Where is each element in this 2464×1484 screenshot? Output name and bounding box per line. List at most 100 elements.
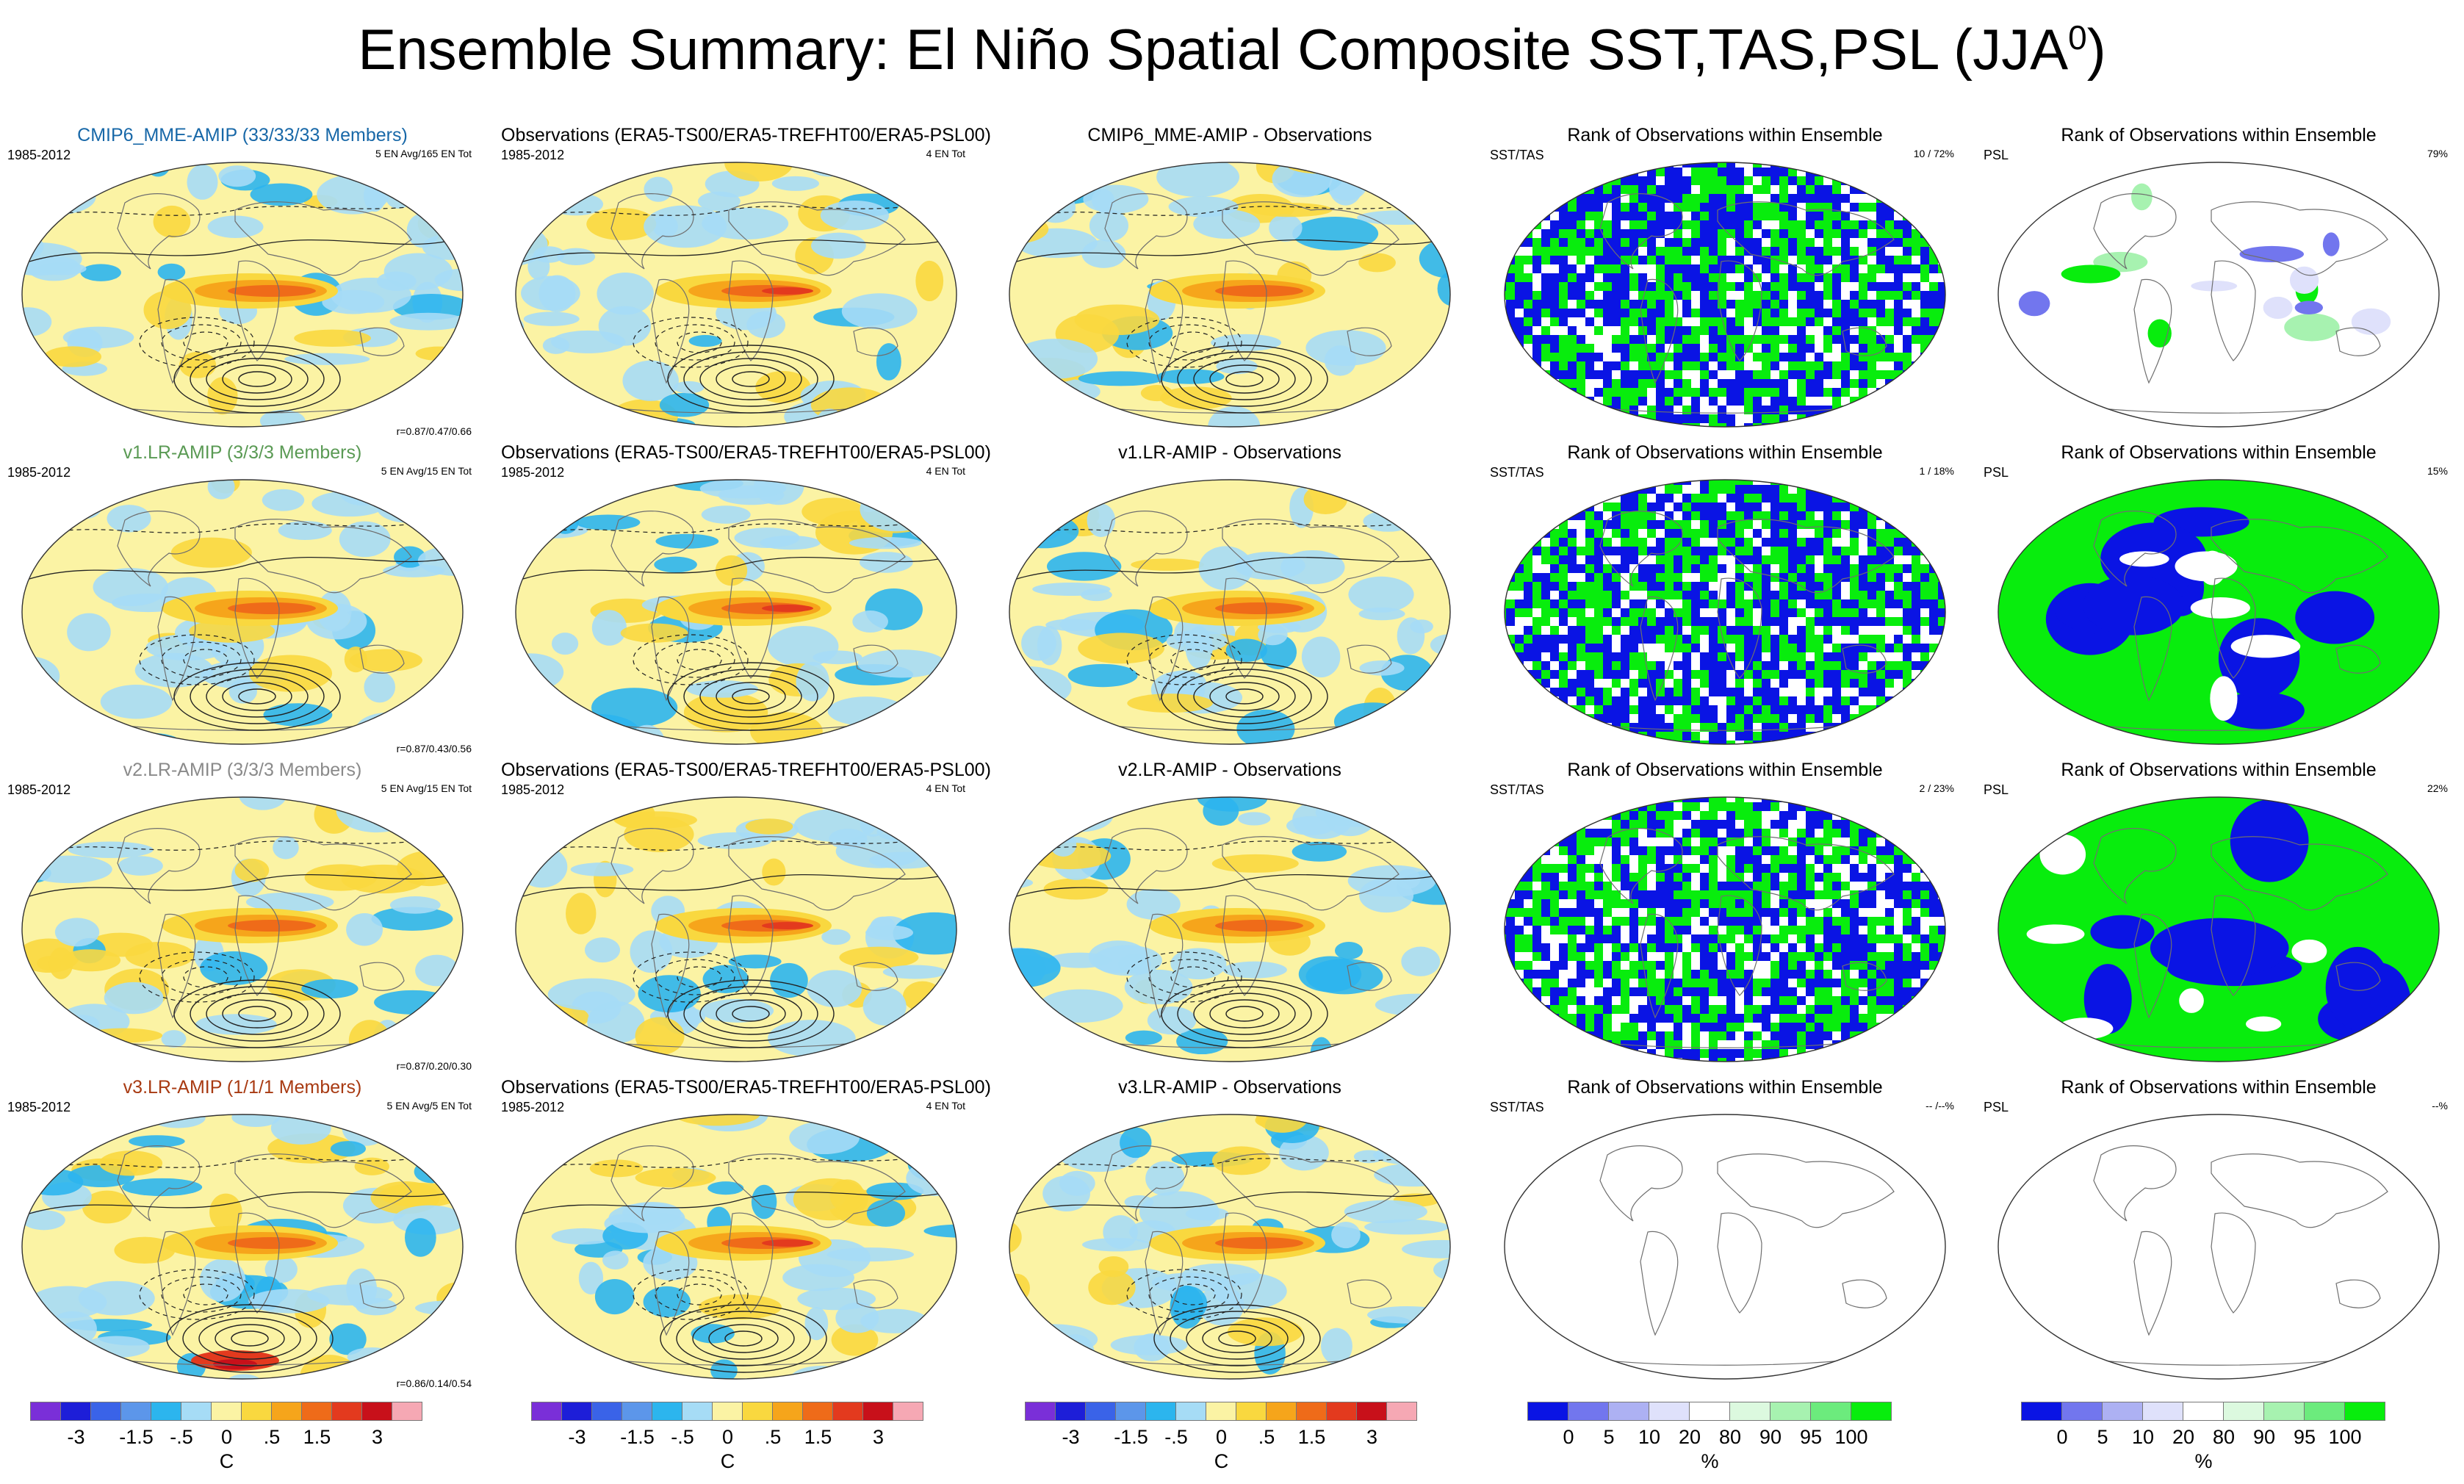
colorbar-swatch <box>1055 1402 1086 1421</box>
period-label: 1985-2012 <box>501 1100 565 1114</box>
temperature-map <box>21 796 464 1062</box>
rank-map <box>1998 479 2440 745</box>
colorbar-tick-label: -.5 <box>671 1426 694 1448</box>
panel-rank-sst-row2: Rank of Observations within Ensemble SST/… <box>1490 444 1960 761</box>
panel-title: Observations (ERA5-TS00/ERA5-TREFHT00/ER… <box>501 442 991 463</box>
panel-rank-psl-row4: Rank of Observations within Ensemble PSL -… <box>1984 1078 2454 1396</box>
colorbar-swatch <box>60 1402 91 1421</box>
panel-model-row1: CMIP6_MME-AMIP (33/33/33 Members) 1985-20… <box>7 126 478 444</box>
colorbar-tick-label: 80 <box>2212 1426 2236 1448</box>
colorbar-swatch <box>591 1402 622 1421</box>
period-label: 1985-2012 <box>501 465 565 480</box>
temperature-map <box>515 162 957 428</box>
variable-label: PSL <box>1984 465 2009 480</box>
colorbar-swatch <box>2263 1402 2305 1421</box>
colorbar-temperature: -3 -1.5 -.5 0 .5 1.5 3 C <box>30 1402 422 1484</box>
colorbar-unit: C <box>720 1450 735 1472</box>
colorbar-swatch <box>361 1402 392 1421</box>
panel-title: Rank of Observations within Ensemble <box>1567 1077 1883 1098</box>
panel-title: Rank of Observations within Ensemble <box>1567 125 1883 145</box>
panel-title: Rank of Observations within Ensemble <box>2061 760 2377 780</box>
colorbar-swatch <box>211 1402 242 1421</box>
panel-title: CMIP6_MME-AMIP - Observations <box>1087 125 1372 145</box>
colorbar-tick-label: -1.5 <box>119 1426 154 1448</box>
panel-rank-psl-row1: Rank of Observations within Ensemble PSL 7… <box>1984 126 2454 444</box>
colorbar-tick-label: 80 <box>1718 1426 1742 1448</box>
variable-label: PSL <box>1984 1100 2009 1114</box>
temperature-map <box>1009 796 1451 1062</box>
colorbar-tick-label: -.5 <box>1164 1426 1188 1448</box>
colorbar-swatch <box>832 1402 863 1421</box>
colorbar-swatch <box>712 1402 743 1421</box>
colorbar-swatch <box>893 1402 923 1421</box>
panel-title: v1.LR-AMIP - Observations <box>1118 442 1341 463</box>
rank-percent: 22% <box>2427 782 2448 794</box>
colorbar-tick-label: 10 <box>2131 1426 2155 1448</box>
colorbar-tick-label: 3 <box>1366 1426 1378 1448</box>
ensemble-count: 5 EN Avg/15 EN Tot <box>381 782 472 794</box>
colorbar-swatch <box>181 1402 212 1421</box>
colorbar-swatch <box>652 1402 682 1421</box>
colorbar-swatch <box>120 1402 151 1421</box>
colorbar-tick-label: 1.5 <box>303 1426 331 1448</box>
panel-title: Rank of Observations within Ensemble <box>2061 442 2377 463</box>
colorbar-swatch <box>2183 1402 2224 1421</box>
variable-label: SST/TAS <box>1490 782 1544 797</box>
rank-percent: -- /--% <box>1926 1100 1954 1112</box>
colorbar-tick-label: 0 <box>2056 1426 2068 1448</box>
panel-title: Rank of Observations within Ensemble <box>2061 125 2377 145</box>
panel-title: Rank of Observations within Ensemble <box>1567 760 1883 780</box>
colorbar-swatch <box>1326 1402 1357 1421</box>
colorbar-unit: % <box>2194 1450 2213 1472</box>
panel-rank-sst-row3: Rank of Observations within Ensemble SST/… <box>1490 761 1960 1078</box>
colorbar-swatch <box>90 1402 121 1421</box>
colorbar-tick-label: 10 <box>1638 1426 1661 1448</box>
colorbar-swatch <box>2021 1402 2062 1421</box>
rank-percent: 15% <box>2427 465 2448 477</box>
ensemble-count: 4 EN Tot <box>926 148 965 159</box>
colorbar-swatch <box>1770 1402 1811 1421</box>
panel-rank-psl-row2: Rank of Observations within Ensemble PSL 1… <box>1984 444 2454 761</box>
rank-map <box>1504 479 1946 745</box>
colorbar-swatch <box>2344 1402 2385 1421</box>
colorbar-swatch <box>2304 1402 2345 1421</box>
panel-obs-row3: Observations (ERA5-TS00/ERA5-TREFHT00/ER… <box>501 761 991 1078</box>
colorbar-tick-label: 0 <box>1215 1426 1228 1448</box>
panel-title: CMIP6_MME-AMIP (33/33/33 Members) <box>77 125 408 145</box>
colorbar-tick-label: 100 <box>2328 1426 2362 1448</box>
colorbar-swatch <box>772 1402 803 1421</box>
colorbar-tick-label: 90 <box>2252 1426 2276 1448</box>
figure-title-superscript: 0 <box>2068 18 2087 57</box>
panel-title: Rank of Observations within Ensemble <box>1567 442 1883 463</box>
correlation-label: r=0.87/0.47/0.66 <box>396 425 472 437</box>
ensemble-count: 4 EN Tot <box>926 465 965 477</box>
panel-diff-row2: v1.LR-AMIP - Observations <box>995 444 1465 761</box>
panel-diff-row1: CMIP6_MME-AMIP - Observations <box>995 126 1465 444</box>
colorbar-swatch <box>1025 1402 1056 1421</box>
panel-title: v3.LR-AMIP - Observations <box>1118 1077 1341 1098</box>
colorbar-tick-label: -3 <box>1062 1426 1080 1448</box>
period-label: 1985-2012 <box>7 1100 71 1114</box>
colorbar-unit: % <box>1701 1450 1719 1472</box>
colorbar-rank: 0 5 10 20 80 90 95 100% <box>2021 1402 2385 1484</box>
rank-percent: --% <box>2432 1100 2448 1112</box>
colorbar-swatch <box>682 1402 713 1421</box>
colorbar-tick-label: 5 <box>1603 1426 1615 1448</box>
variable-label: SST/TAS <box>1490 465 1544 480</box>
temperature-map <box>21 479 464 745</box>
colorbar-swatch <box>1851 1402 1892 1421</box>
colorbar-tick-label: 3 <box>371 1426 383 1448</box>
variable-label: SST/TAS <box>1490 1100 1544 1114</box>
colorbar-temperature: -3 -1.5 -.5 0 .5 1.5 3 C <box>1025 1402 1417 1484</box>
colorbar-swatch <box>1206 1402 1236 1421</box>
colorbar-tick-label: 0 <box>220 1426 233 1448</box>
colorbar-tick-label: .5 <box>1258 1426 1275 1448</box>
ensemble-count: 5 EN Avg/5 EN Tot <box>386 1100 472 1112</box>
ensemble-count: 4 EN Tot <box>926 1100 965 1112</box>
colorbar-tick-label: 100 <box>1834 1426 1868 1448</box>
rank-percent: 2 / 23% <box>1919 782 1954 794</box>
colorbar-swatch <box>1085 1402 1116 1421</box>
rank-percent: 10 / 72% <box>1913 148 1954 159</box>
colorbar-tick-label: 1.5 <box>1297 1426 1326 1448</box>
